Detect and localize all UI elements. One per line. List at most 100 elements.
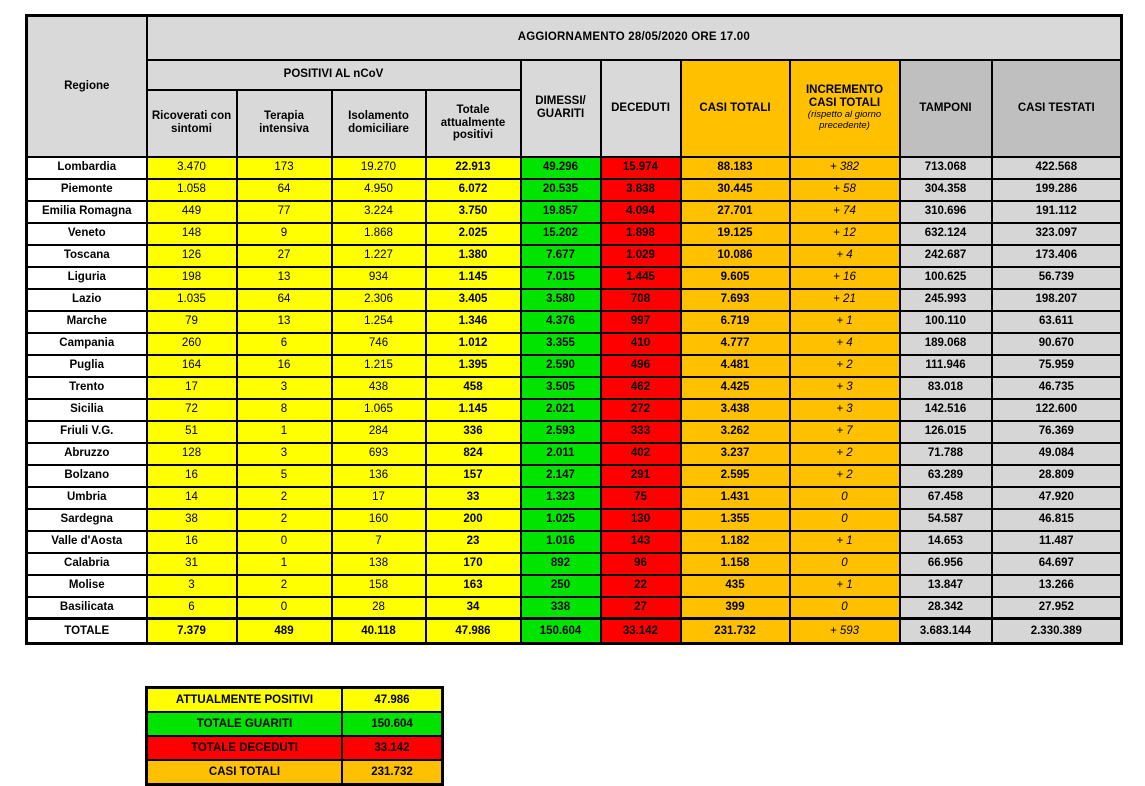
cell-deceduti: 997	[599, 309, 682, 334]
cell-incremento-casi-totali: + 1	[788, 573, 901, 598]
cell-ricoverati-con-sintomi: 449	[145, 199, 238, 224]
cell-ricoverati-con-sintomi: 72	[145, 397, 238, 422]
cell-totale-attualmente-positivi: 23	[424, 529, 522, 554]
header-row-title: Regione AGGIORNAMENTO 28/05/2020 ORE 17.…	[25, 14, 1123, 158]
cell-totale-attualmente-positivi: 22.913	[424, 155, 522, 180]
cell-regione: Molise	[25, 573, 148, 598]
region-row: Bolzano 16 5 136 157 2.147 291 2.595 + 2 63.289 28…	[25, 463, 1123, 488]
cell-tamponi: 632.124	[898, 221, 993, 246]
cell-deceduti: 462	[599, 375, 682, 400]
cell-isolamento-domiciliare: 438	[330, 375, 427, 400]
region-row: Puglia 164 16 1.215 1.395 2.590 496 4.481 + 2 111…	[25, 353, 1123, 378]
cell-isolamento-domiciliare: 746	[330, 331, 427, 356]
cell-dimessi-guariti: 3.355	[519, 331, 602, 356]
cell-ricoverati-con-sintomi: 198	[145, 265, 238, 290]
covid-regions-table: Regione AGGIORNAMENTO 28/05/2020 ORE 17.…	[25, 14, 1124, 645]
summary-row-totale-guariti: TOTALE GUARITI 150.604	[145, 711, 444, 737]
cell-isolamento-domiciliare: 934	[330, 265, 427, 290]
cell-casi-testati: 2.330.389	[990, 617, 1123, 645]
cell-deceduti: 708	[599, 287, 682, 312]
cell-dimessi-guariti: 338	[519, 595, 602, 620]
cell-ricoverati-con-sintomi: 1.035	[145, 287, 238, 312]
cell-isolamento-domiciliare: 19.270	[330, 155, 427, 180]
cell-deceduti: 15.974	[599, 155, 682, 180]
cell-casi-testati: 63.611	[990, 309, 1123, 334]
cell-dimessi-guariti: 19.857	[519, 199, 602, 224]
cell-tamponi: 310.696	[898, 199, 993, 224]
table-title: AGGIORNAMENTO 28/05/2020 ORE 17.00	[145, 14, 1123, 61]
summary-label: CASI TOTALI	[145, 759, 343, 786]
cell-terapia-intensiva: 13	[235, 265, 333, 290]
cell-isolamento-domiciliare: 160	[330, 507, 427, 532]
cell-deceduti: 496	[599, 353, 682, 378]
cell-dimessi-guariti: 7.015	[519, 265, 602, 290]
cell-tamponi: 54.587	[898, 507, 993, 532]
cell-isolamento-domiciliare: 4.950	[330, 177, 427, 202]
cell-regione: Campania	[25, 331, 148, 356]
cell-terapia-intensiva: 2	[235, 573, 333, 598]
cell-deceduti: 410	[599, 331, 682, 356]
col-header-regione: Regione	[25, 14, 148, 158]
cell-incremento-casi-totali: 0	[788, 595, 901, 620]
cell-incremento-casi-totali: + 2	[788, 463, 901, 488]
cell-totale-attualmente-positivi: 200	[424, 507, 522, 532]
cell-tamponi: 713.068	[898, 155, 993, 180]
cell-ricoverati-con-sintomi: 38	[145, 507, 238, 532]
cell-casi-testati: 122.600	[990, 397, 1123, 422]
cell-totale-attualmente-positivi: 2.025	[424, 221, 522, 246]
cell-incremento-casi-totali: + 382	[788, 155, 901, 180]
cell-tamponi: 100.625	[898, 265, 993, 290]
cell-tamponi: 189.068	[898, 331, 993, 356]
cell-isolamento-domiciliare: 693	[330, 441, 427, 466]
cell-totale-attualmente-positivi: 1.145	[424, 397, 522, 422]
cell-dimessi-guariti: 1.016	[519, 529, 602, 554]
cell-ricoverati-con-sintomi: 16	[145, 529, 238, 554]
region-row: Liguria 198 13 934 1.145 7.015 1.445 9.605 + 16 1…	[25, 265, 1123, 290]
region-row: Lombardia 3.470 173 19.270 22.913 49.296 15.97…	[25, 155, 1123, 180]
cell-regione: Friuli V.G.	[25, 419, 148, 444]
region-row: Trento 17 3 438 458 3.505 462 4.425 + 3 83.018 46.…	[25, 375, 1123, 400]
cell-dimessi-guariti: 3.505	[519, 375, 602, 400]
cell-dimessi-guariti: 2.011	[519, 441, 602, 466]
cell-totale-attualmente-positivi: 6.072	[424, 177, 522, 202]
cell-isolamento-domiciliare: 17	[330, 485, 427, 510]
cell-casi-totali: 3.237	[679, 441, 791, 466]
cell-isolamento-domiciliare: 136	[330, 463, 427, 488]
cell-terapia-intensiva: 1	[235, 419, 333, 444]
col-header-tamponi: TAMPONI	[898, 58, 993, 158]
header-row-groups: POSITIVI AL nCoV DIMESSI/ GUARITI DECEDU…	[27, 58, 1123, 158]
cell-isolamento-domiciliare: 3.224	[330, 199, 427, 224]
cell-dimessi-guariti: 7.677	[519, 243, 602, 268]
cell-terapia-intensiva: 2	[235, 507, 333, 532]
cell-casi-testati: 47.920	[990, 485, 1123, 510]
cell-incremento-casi-totali: 0	[788, 507, 901, 532]
cell-totale-attualmente-positivi: 33	[424, 485, 522, 510]
cell-dimessi-guariti: 250	[519, 573, 602, 598]
total-row: TOTALE 7.379 489 40.118 47.986 150.604 33.142 2…	[25, 617, 1123, 645]
cell-tamponi: 111.946	[898, 353, 993, 378]
cell-totale-attualmente-positivi: 1.346	[424, 309, 522, 334]
cell-terapia-intensiva: 2	[235, 485, 333, 510]
cell-casi-testati: 173.406	[990, 243, 1123, 268]
cell-regione: Sardegna	[25, 507, 148, 532]
cell-regione: Liguria	[25, 265, 148, 290]
cell-ricoverati-con-sintomi: 3.470	[145, 155, 238, 180]
cell-ricoverati-con-sintomi: 260	[145, 331, 238, 356]
cell-deceduti: 1.898	[599, 221, 682, 246]
cell-deceduti: 33.142	[599, 617, 682, 645]
cell-terapia-intensiva: 5	[235, 463, 333, 488]
cell-ricoverati-con-sintomi: 14	[145, 485, 238, 510]
cell-deceduti: 333	[599, 419, 682, 444]
cell-ricoverati-con-sintomi: 17	[145, 375, 238, 400]
cell-incremento-casi-totali: + 2	[788, 441, 901, 466]
cell-regione: Veneto	[25, 221, 148, 246]
cell-tamponi: 126.015	[898, 419, 993, 444]
cell-deceduti: 27	[599, 595, 682, 620]
cell-incremento-casi-totali: + 3	[788, 375, 901, 400]
cell-totale-attualmente-positivi: 1.012	[424, 331, 522, 356]
cell-regione: TOTALE	[25, 617, 148, 645]
cell-dimessi-guariti: 150.604	[519, 617, 602, 645]
cell-ricoverati-con-sintomi: 164	[145, 353, 238, 378]
cell-casi-totali: 3.262	[679, 419, 791, 444]
cell-totale-attualmente-positivi: 458	[424, 375, 522, 400]
